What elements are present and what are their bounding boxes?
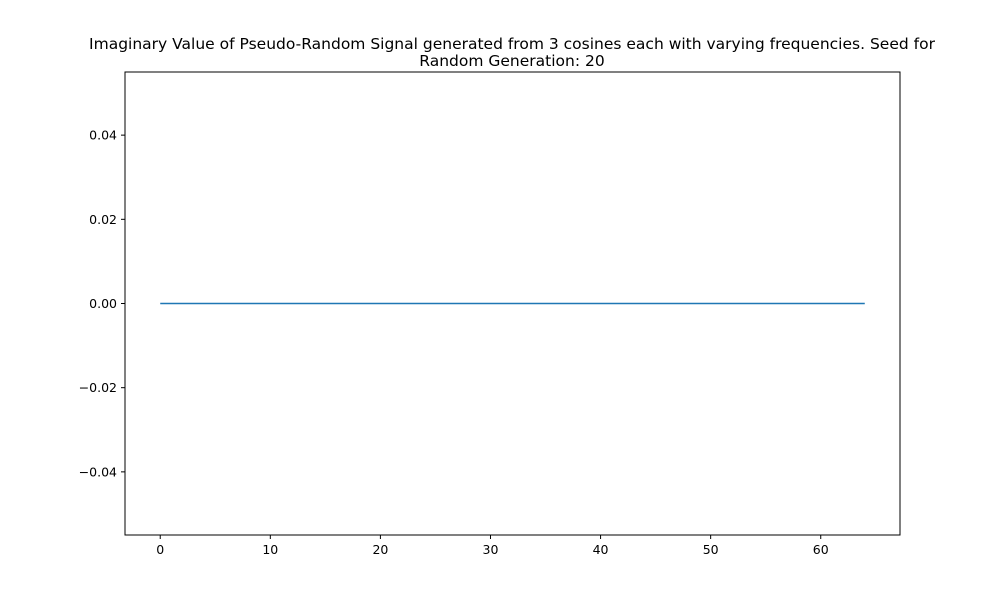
y-tick-label-1: −0.02 (79, 380, 117, 395)
y-tick-label-2: 0.00 (89, 296, 117, 311)
x-tick-label-2: 20 (372, 542, 388, 557)
chart-title-line-2: Random Generation: 20 (419, 52, 604, 70)
y-tick-label-4: 0.04 (89, 128, 117, 143)
x-tick-label-4: 40 (593, 542, 609, 557)
y-tick-label-3: 0.02 (89, 212, 117, 227)
x-tick-label-0: 0 (156, 542, 164, 557)
x-tick-label-1: 10 (262, 542, 278, 557)
x-tick-label-5: 50 (703, 542, 719, 557)
plot-area: 0 10 20 30 40 50 60 −0.04 −0.02 0.00 0.02 0.04 (79, 71, 901, 557)
chart-title-line-1: Imaginary Value of Pseudo-Random Signal … (89, 35, 936, 53)
x-tick-label-3: 30 (483, 542, 499, 557)
y-tick-label-0: −0.04 (79, 464, 117, 479)
x-tick-label-6: 60 (813, 542, 829, 557)
